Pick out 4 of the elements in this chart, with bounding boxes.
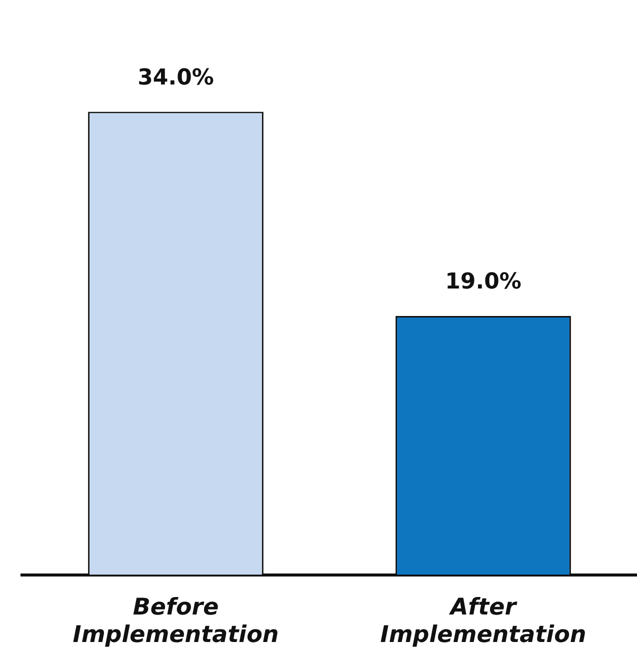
x-tick-label: Before Implementation — [72, 594, 279, 648]
data-label: 19.0% — [445, 270, 522, 295]
x-tick-label: After Implementation — [380, 594, 586, 648]
data-label: 34.0% — [138, 65, 214, 90]
